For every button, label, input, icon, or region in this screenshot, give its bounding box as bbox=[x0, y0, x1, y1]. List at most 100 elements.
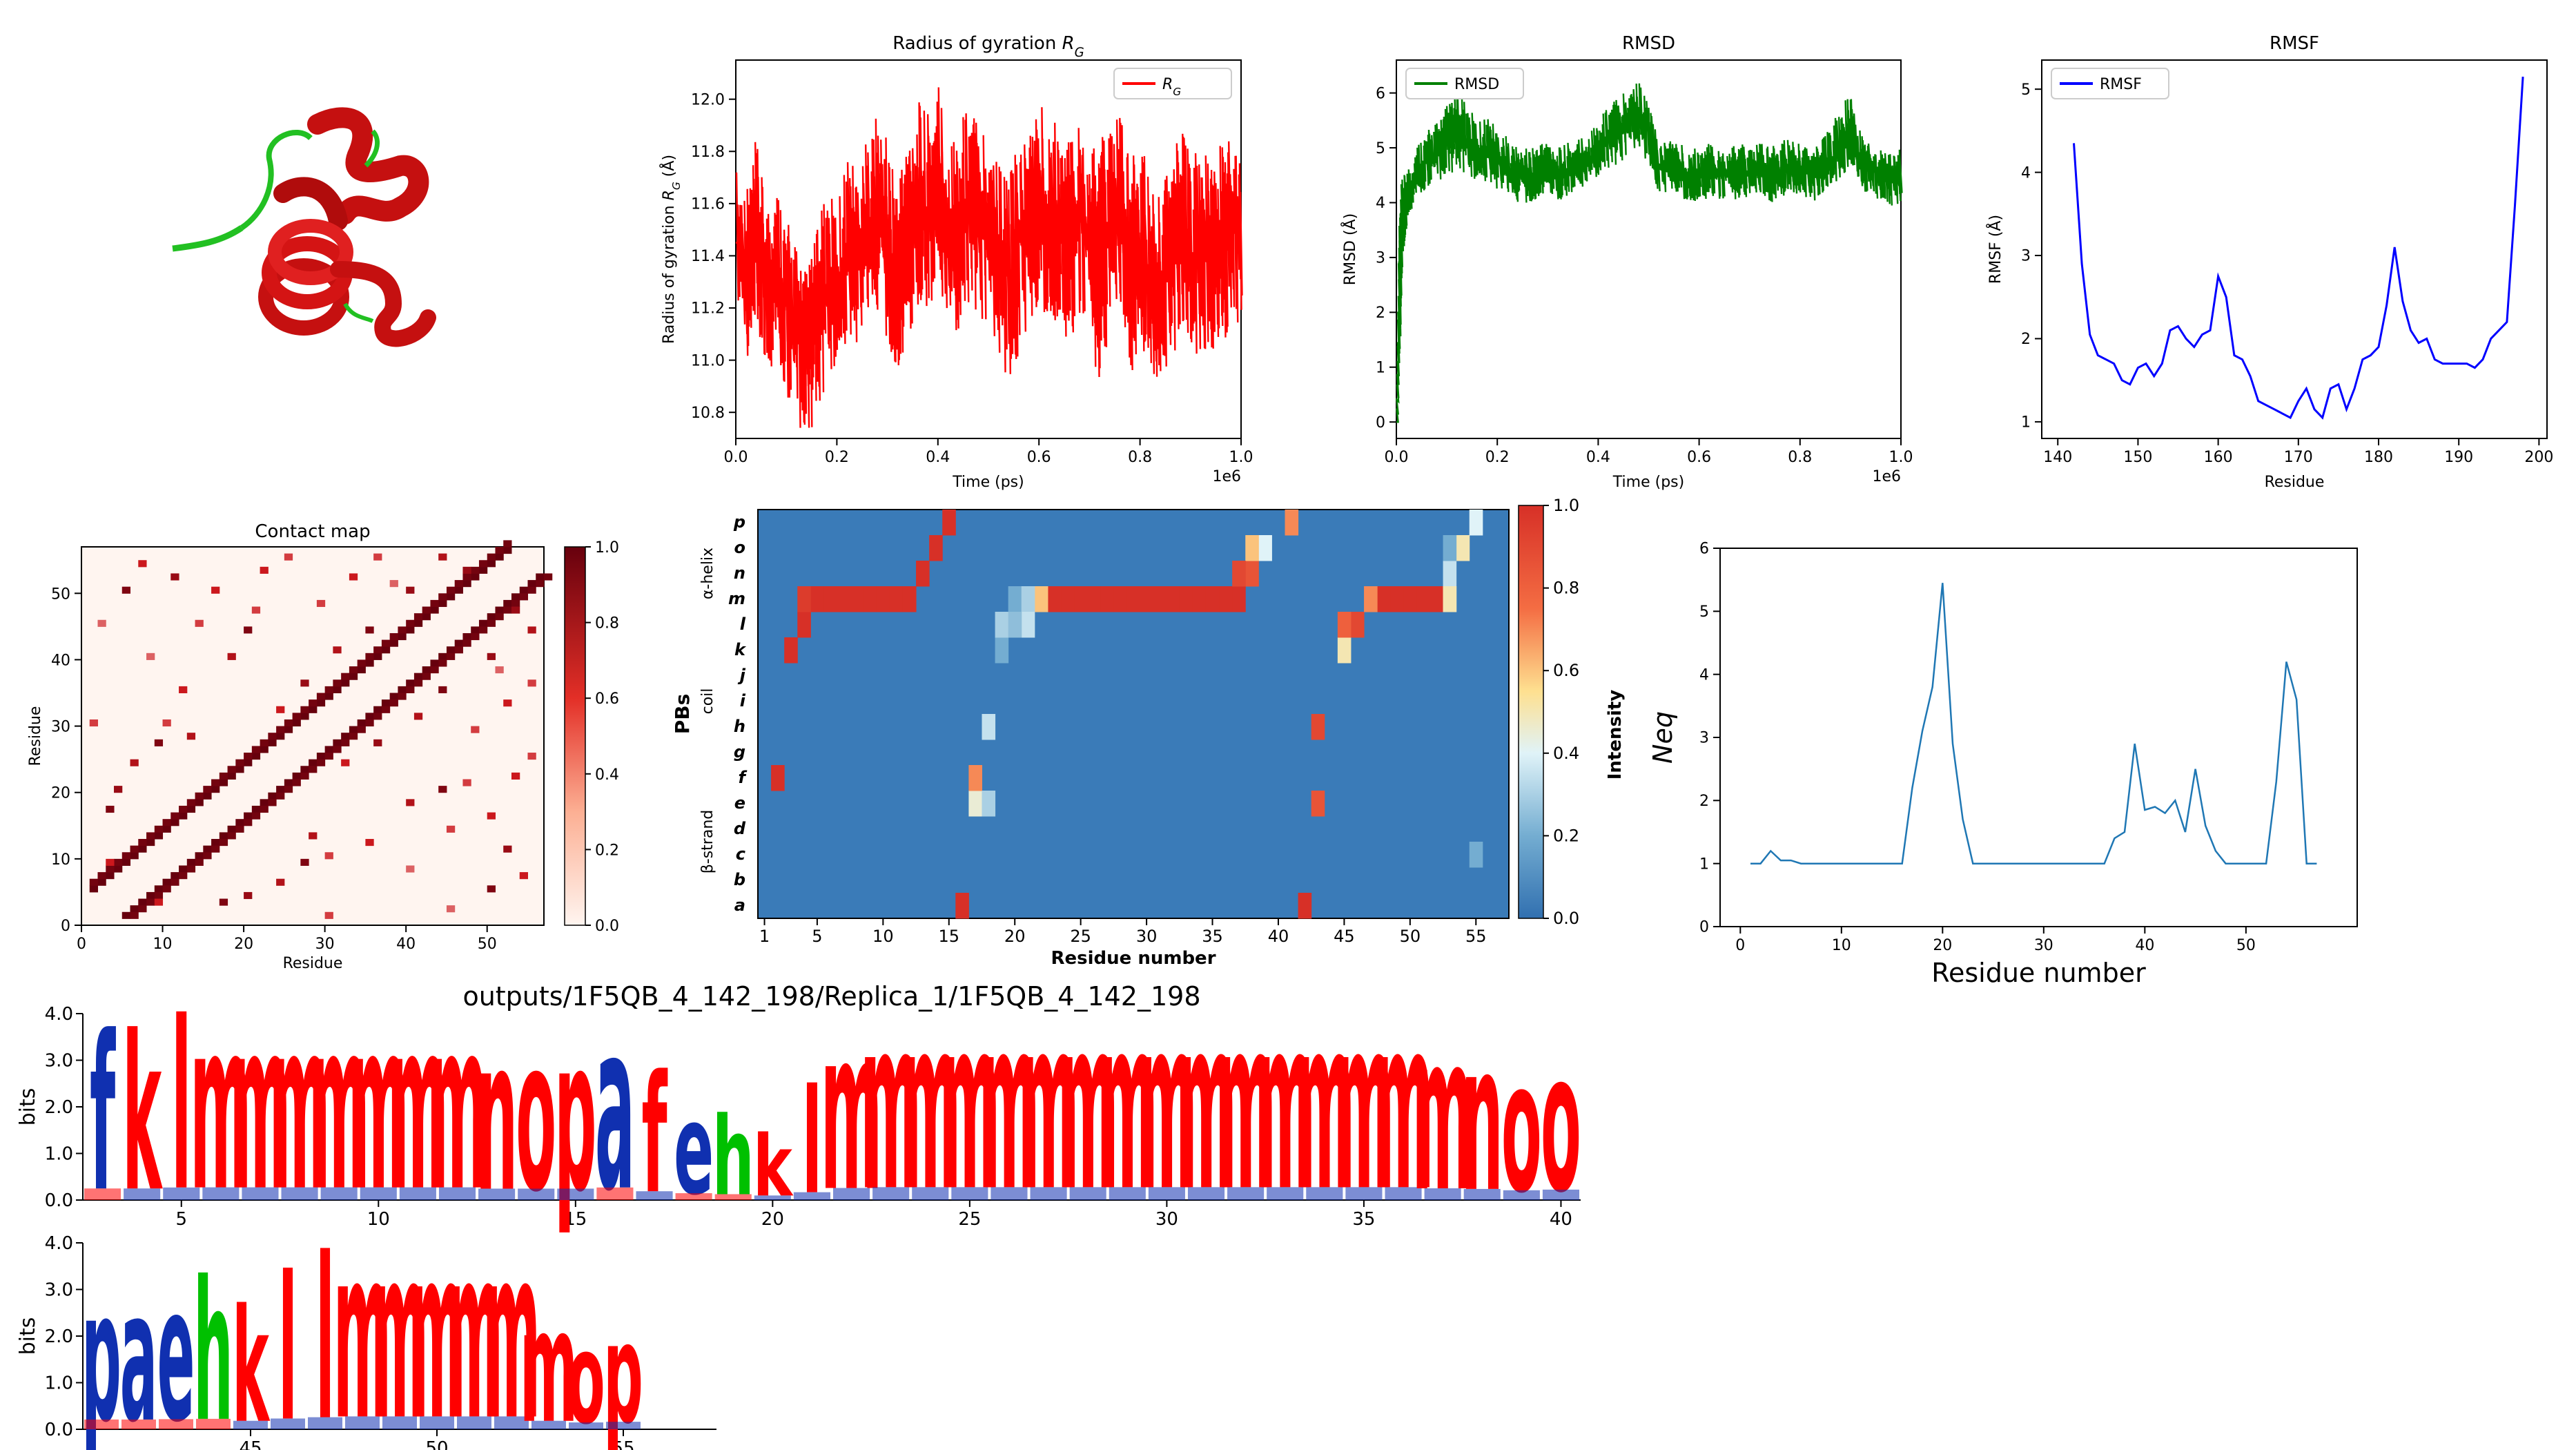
pb-group-label: α-helix bbox=[699, 548, 716, 599]
logo-letter: h bbox=[193, 1241, 233, 1450]
contact-cell bbox=[268, 739, 277, 746]
logo-residual bbox=[233, 1420, 268, 1429]
x-axis-label: Residue number bbox=[1051, 948, 1216, 969]
contact-cell bbox=[227, 652, 236, 660]
contact-cell bbox=[284, 786, 293, 793]
contact-cell bbox=[284, 553, 293, 561]
contact-cell bbox=[244, 819, 253, 826]
contact-cell bbox=[170, 819, 179, 826]
contact-cell bbox=[300, 858, 309, 866]
pb-cell-f bbox=[968, 765, 982, 791]
logo-residual bbox=[121, 1419, 156, 1429]
contact-cell bbox=[430, 659, 439, 667]
pb-cell-m bbox=[1192, 586, 1207, 612]
contact-cell bbox=[276, 786, 285, 793]
x-tick-label: 20 bbox=[761, 1209, 784, 1230]
contact-cell bbox=[114, 865, 123, 873]
y-tick-label: 0 bbox=[61, 918, 70, 935]
contact-cell bbox=[284, 779, 293, 786]
x-tick-label: 55 bbox=[612, 1438, 634, 1450]
pb-cell-o bbox=[1443, 535, 1457, 561]
contact-cell bbox=[219, 832, 228, 840]
chart-rg: 0.0 0.2 0.4 0.6 0.8 1.0 10.8 11.0 11.2 11.4 11.6 11… bbox=[659, 33, 1253, 491]
contact-cell bbox=[300, 766, 309, 773]
x-tick-label: 0.6 bbox=[1027, 449, 1051, 466]
pb-cell-e bbox=[982, 791, 996, 817]
logo-residual bbox=[84, 1419, 119, 1429]
chart-rmsf: 140 150 160 170 180 190 200 1 2 3 4 5 Residue RMSF (Å… bbox=[1986, 33, 2553, 491]
y-axis-label: Neq bbox=[1648, 711, 1678, 764]
legend-label: RMSF bbox=[2100, 76, 2142, 93]
contact-cell bbox=[260, 805, 269, 813]
contact-cell bbox=[162, 819, 171, 826]
pb-cell-l bbox=[1008, 612, 1022, 638]
contact-cell bbox=[244, 891, 253, 900]
contact-cell bbox=[121, 911, 131, 919]
colorbar-tick-label: 0.8 bbox=[1553, 579, 1579, 598]
contact-cell bbox=[211, 839, 220, 847]
logo-letter: k bbox=[122, 990, 163, 1239]
logo-residual bbox=[478, 1188, 516, 1200]
pb-cell-l bbox=[995, 612, 1009, 638]
contact-cell bbox=[138, 560, 147, 568]
logo-residual bbox=[281, 1187, 318, 1200]
y-tick-label: 2.0 bbox=[45, 1326, 73, 1347]
contact-cell bbox=[446, 586, 456, 594]
contact-cell bbox=[341, 759, 350, 766]
logo-letter: m bbox=[408, 1196, 466, 1450]
y-tick-label: 4 bbox=[2021, 164, 2031, 182]
logo-residual bbox=[675, 1193, 712, 1200]
y-tick-label: 2 bbox=[1699, 793, 1709, 810]
pb-cell-p bbox=[1285, 510, 1299, 536]
logo-letter: e bbox=[674, 1076, 714, 1224]
contact-cell bbox=[333, 646, 342, 654]
contact-cell bbox=[97, 619, 106, 627]
x-tick-label: 45 bbox=[1334, 927, 1355, 946]
contact-cell bbox=[251, 746, 261, 753]
legend-label: RG​ bbox=[1162, 76, 1181, 98]
contact-cell bbox=[373, 739, 382, 746]
y-tick-label: 40 bbox=[51, 652, 70, 669]
contact-cell bbox=[478, 626, 488, 634]
logo-residual bbox=[196, 1418, 231, 1429]
logo-residual bbox=[636, 1191, 673, 1200]
pb-cell-m bbox=[1034, 586, 1048, 612]
logo-residual bbox=[242, 1187, 279, 1200]
contact-cell bbox=[211, 586, 220, 594]
x-tick-label: 50 bbox=[1400, 927, 1421, 946]
logo-residual bbox=[1148, 1187, 1185, 1200]
contact-cell bbox=[138, 905, 147, 913]
x-tick-label: 0.6 bbox=[1687, 449, 1711, 466]
contact-cell bbox=[333, 686, 342, 694]
x-offset-label: 1e6 bbox=[1212, 468, 1241, 485]
x-tick-label: 20 bbox=[234, 936, 253, 953]
logo-residual bbox=[754, 1195, 791, 1200]
logo-letter: h bbox=[712, 1094, 754, 1219]
contact-cell bbox=[438, 553, 447, 561]
contact-cell bbox=[381, 639, 391, 647]
contact-cell bbox=[462, 639, 471, 647]
contact-cell bbox=[438, 652, 447, 660]
contact-cell bbox=[154, 832, 164, 840]
y-axis-label: bits bbox=[16, 1317, 40, 1355]
pb-cell-m bbox=[797, 586, 811, 612]
contact-cell bbox=[398, 693, 407, 700]
contact-cell bbox=[519, 872, 528, 880]
contact-cell bbox=[398, 626, 407, 634]
logo-residual bbox=[494, 1416, 529, 1429]
y-tick-label: 50 bbox=[51, 586, 70, 603]
x-tick-label: 50 bbox=[425, 1438, 448, 1450]
contact-cell bbox=[106, 858, 115, 866]
contact-cell bbox=[519, 593, 528, 601]
pb-cell-o bbox=[1245, 535, 1259, 561]
contact-cell bbox=[186, 799, 196, 806]
contact-cell bbox=[195, 792, 204, 800]
logo-residual bbox=[320, 1187, 358, 1200]
pb-cell-k bbox=[1337, 637, 1352, 664]
contact-cell bbox=[146, 898, 155, 906]
contact-cell bbox=[471, 626, 480, 634]
contact-cell bbox=[341, 733, 350, 740]
logo-letter: l bbox=[802, 1058, 822, 1226]
